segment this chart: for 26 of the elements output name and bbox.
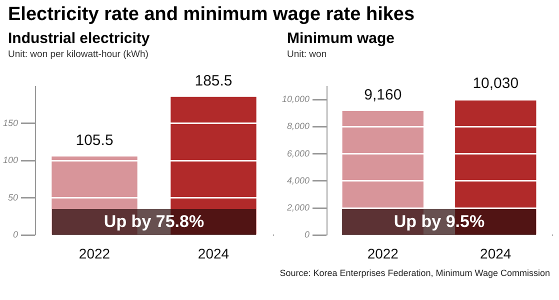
chart-title: Electricity rate and minimum wage rate hikes	[8, 4, 416, 26]
y-axis-title: Unit: won	[287, 49, 328, 60]
y-tick-label: 0	[13, 230, 18, 240]
chart-subtitle: Industrial electricity	[8, 30, 151, 47]
data-label: 9,160	[364, 86, 402, 104]
x-tick-label: 2022	[78, 245, 110, 262]
x-tick-label: 2024	[480, 245, 512, 262]
y-tick-label: 0	[304, 230, 310, 240]
text-banner: Up by 9.5%	[342, 209, 536, 236]
y-tick-label: 100	[2, 155, 18, 166]
y-tick-label: 2,000	[286, 202, 310, 213]
y-tick-label: 8,000	[286, 121, 310, 132]
y-tick-label: 6,000	[286, 148, 310, 158]
source-note: Source: Korea Enterprises Federation, Minimum Wage Commission	[279, 268, 550, 278]
data-label: 10,030	[472, 74, 519, 92]
x-tick-label: 2024	[198, 245, 230, 262]
data-label: 105.5	[76, 132, 114, 150]
text-banner: Up by 75.8%	[52, 209, 256, 236]
data-label: 185.5	[194, 72, 232, 90]
y-tick-label: 50	[8, 192, 18, 202]
y-axis-title: Unit: won per kilowatt-hour (kWh)	[8, 49, 150, 60]
y-tick-label: 10,000	[282, 94, 310, 104]
x-tick-label: 2022	[367, 245, 399, 262]
y-tick-label: 4,000	[286, 175, 310, 186]
chart-subtitle: Minimum wage	[287, 30, 396, 47]
y-tick-label: 150	[2, 118, 18, 128]
